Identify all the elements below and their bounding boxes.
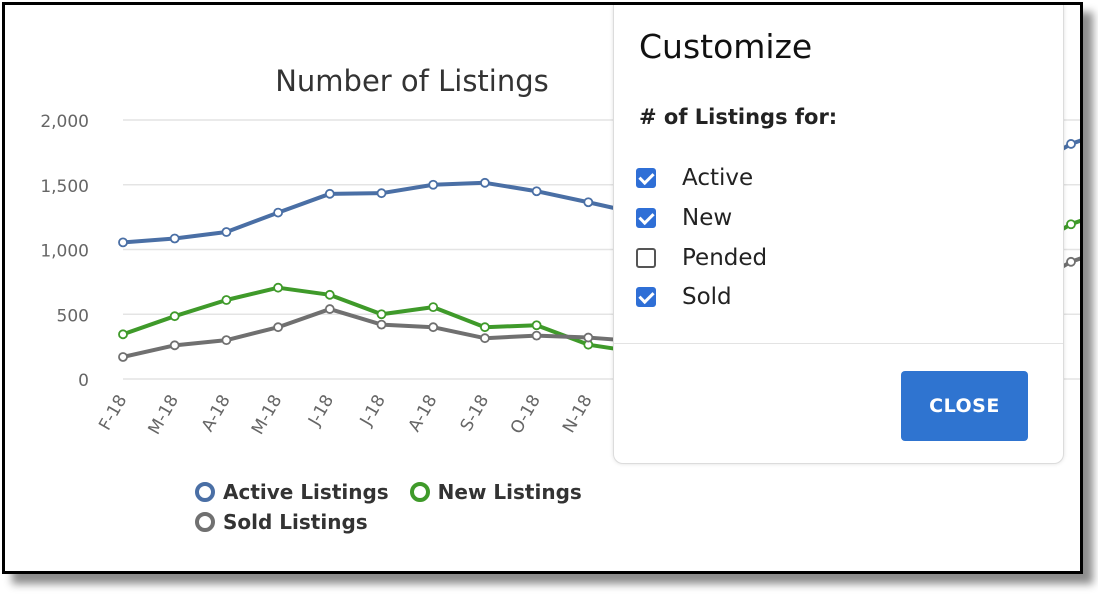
option-label-pended: Pended	[682, 245, 768, 271]
x-tick-label: A-18	[198, 392, 235, 436]
x-tick-label: S-18	[457, 392, 494, 435]
option-sold[interactable]: Sold	[636, 284, 732, 310]
x-tick-label: A-18	[405, 392, 442, 436]
option-active[interactable]: Active	[636, 165, 753, 191]
data-point-sold[interactable]	[118, 352, 128, 362]
customize-panel: Customize # of Listings for: Active New …	[613, 5, 1064, 464]
data-point-sold[interactable]	[273, 322, 284, 333]
option-label-new: New	[682, 205, 733, 231]
data-point-new[interactable]	[118, 329, 128, 340]
y-axis: 2,000 1,500 1,000 500 0	[40, 112, 89, 391]
data-point-new[interactable]	[531, 320, 542, 331]
data-point-active[interactable]	[428, 179, 439, 190]
chart-title: Number of Listings	[275, 64, 549, 98]
data-point-active[interactable]	[273, 207, 284, 218]
listings-line-chart: Number of Listings 2,000 1,500 1,000 500 0 F…	[40, 64, 1080, 439]
data-point-new[interactable]	[428, 302, 439, 313]
data-point-active[interactable]	[479, 177, 490, 188]
legend-item-sold[interactable]: Sold Listings	[195, 510, 368, 534]
data-point-edge-active[interactable]	[1066, 139, 1076, 149]
data-point-sold[interactable]	[324, 304, 335, 314]
checkbox-new[interactable]	[636, 208, 656, 228]
x-axis: F-18 M-18 A-18 M-18 J-18 J-18 A-18 S-18 O-18 N-18	[95, 392, 596, 439]
legend-swatch-sold	[195, 512, 215, 532]
data-point-sold[interactable]	[428, 322, 439, 333]
panel-divider	[614, 343, 1063, 344]
data-point-new[interactable]	[324, 289, 335, 300]
data-point-new[interactable]	[376, 309, 387, 320]
data-point-active[interactable]	[376, 188, 387, 199]
y-tick-label: 2,000	[40, 112, 89, 132]
option-label-sold: Sold	[682, 284, 732, 310]
data-point-active[interactable]	[324, 188, 335, 199]
data-point-active[interactable]	[169, 233, 180, 244]
chart-legend: Active Listings New Listings Sold Listin…	[195, 480, 625, 540]
option-pended[interactable]: Pended	[636, 245, 767, 271]
data-point-active[interactable]	[583, 197, 594, 208]
close-button[interactable]: CLOSE	[901, 371, 1028, 441]
legend-label-active: Active Listings	[223, 480, 389, 504]
data-point-active[interactable]	[531, 186, 542, 197]
data-point-sold[interactable]	[531, 330, 542, 341]
checkbox-active[interactable]	[636, 168, 656, 188]
legend-item-new[interactable]: New Listings	[409, 480, 582, 504]
data-point-sold[interactable]	[376, 319, 387, 330]
x-tick-label: J-18	[304, 392, 338, 431]
option-new[interactable]: New	[636, 205, 732, 231]
legend-swatch-new	[409, 482, 430, 502]
data-point-new[interactable]	[273, 282, 284, 293]
y-tick-label: 0	[78, 371, 89, 391]
y-tick-label: 1,000	[40, 242, 89, 262]
panel-subtitle: # of Listings for:	[639, 105, 838, 129]
x-tick-label: F-18	[95, 392, 131, 435]
data-point-sold[interactable]	[583, 332, 594, 343]
x-tick-label: N-18	[559, 392, 597, 437]
data-point-edge-sold[interactable]	[1066, 256, 1076, 267]
data-point-new[interactable]	[479, 322, 490, 333]
checkbox-pended[interactable]	[636, 248, 656, 268]
data-point-new[interactable]	[221, 295, 232, 305]
checkbox-sold[interactable]	[636, 287, 656, 307]
y-tick-label: 1,500	[40, 177, 89, 197]
chart-series	[118, 138, 1080, 362]
data-point-active[interactable]	[118, 237, 128, 248]
x-tick-label: O-18	[507, 392, 545, 438]
panel-title: Customize	[639, 27, 813, 66]
data-point-sold[interactable]	[479, 333, 490, 344]
data-point-active[interactable]	[221, 227, 232, 237]
x-tick-label: M-18	[248, 392, 287, 439]
legend-item-active[interactable]: Active Listings	[195, 480, 389, 504]
legend-label-new: New Listings	[437, 480, 582, 504]
chart-window: Number of Listings 2,000 1,500 1,000 500 0 F…	[2, 2, 1083, 574]
data-point-edge-new[interactable]	[1066, 219, 1076, 230]
y-tick-label: 500	[57, 306, 89, 326]
x-tick-label: J-18	[356, 392, 390, 431]
legend-swatch-active	[195, 482, 215, 502]
x-tick-label: M-18	[144, 392, 183, 439]
data-point-new[interactable]	[169, 311, 180, 322]
data-point-sold[interactable]	[221, 335, 232, 346]
data-point-sold[interactable]	[169, 340, 180, 351]
option-label-active: Active	[682, 165, 754, 191]
legend-label-sold: Sold Listings	[223, 510, 368, 534]
